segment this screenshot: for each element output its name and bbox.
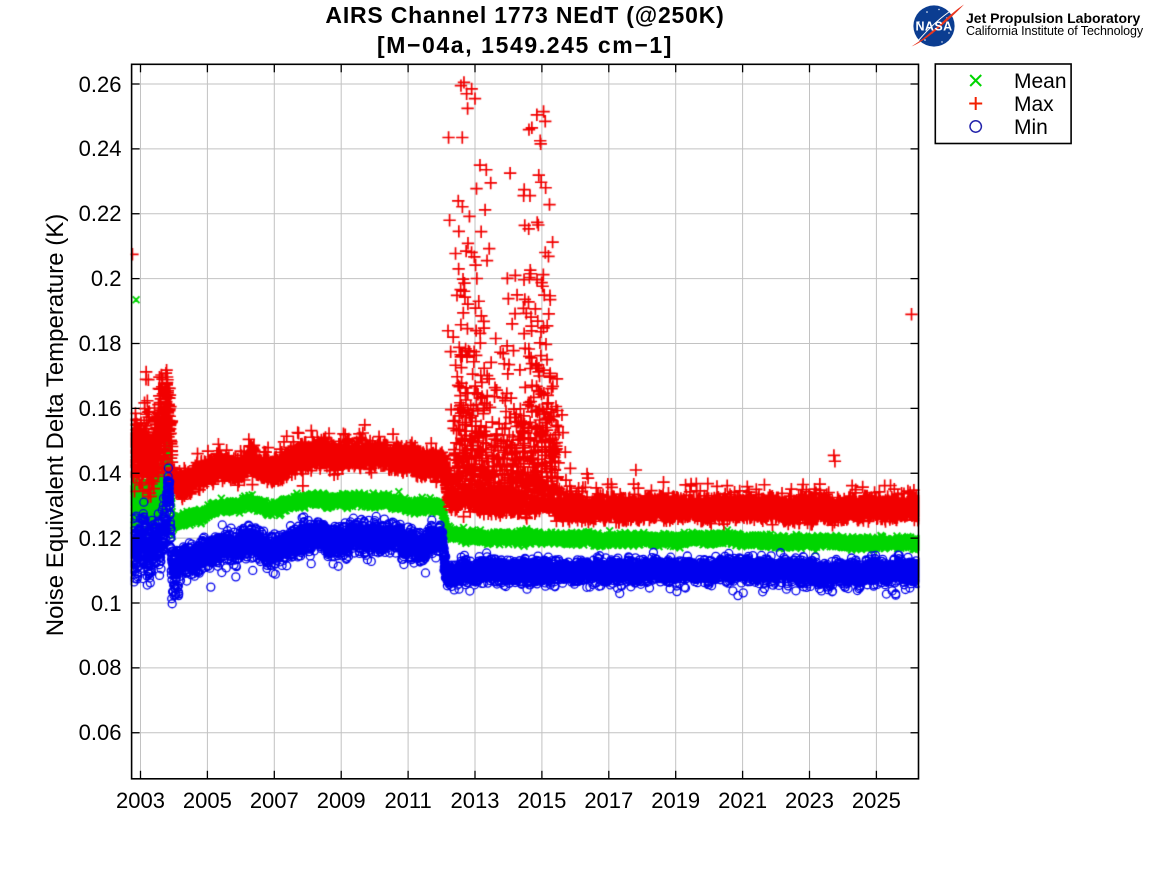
svg-text:NASA: NASA bbox=[915, 19, 952, 33]
